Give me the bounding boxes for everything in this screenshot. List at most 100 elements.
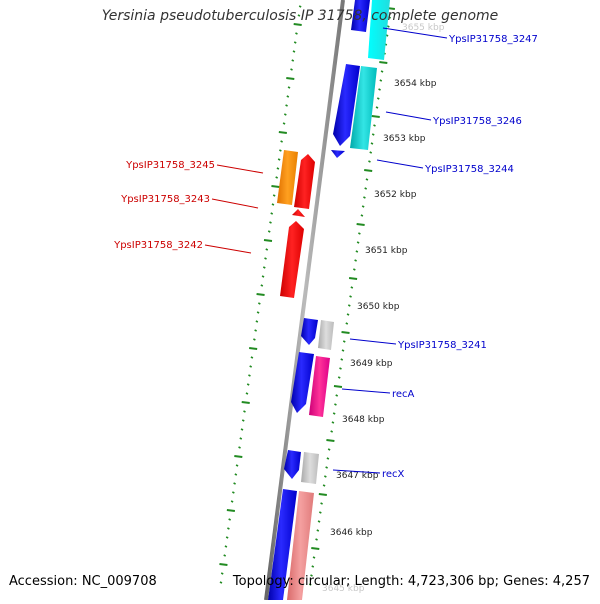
minor-tick: [376, 97, 380, 100]
minor-tick: [327, 448, 331, 451]
minor-tick: [255, 320, 259, 323]
genome-summary: Topology: circular; Length: 4,723,306 bp…: [232, 574, 590, 589]
tick-label: 3654 kbp: [394, 79, 437, 89]
minor-tick: [339, 367, 342, 370]
tick-label: 3655 kbp: [402, 23, 445, 33]
accession-label: Accession: NC_009708: [9, 574, 157, 589]
gene-3246-blue[interactable]: [333, 64, 360, 146]
minor-tick: [287, 86, 291, 89]
gene-reca-magenta[interactable]: [309, 356, 330, 417]
gene-3241-gray[interactable]: [318, 320, 334, 350]
gene-recx-blue[interactable]: [284, 450, 301, 479]
minor-tick: [316, 529, 320, 532]
major-tick: [333, 385, 343, 388]
gene-label[interactable]: YpsIP31758_3244: [424, 164, 514, 175]
minor-tick: [291, 59, 295, 62]
gene-3244-blue[interactable]: [331, 150, 345, 158]
major-tick: [364, 169, 373, 172]
major-tick: [278, 131, 287, 134]
tick-label: 3651 kbp: [365, 246, 408, 256]
minor-tick: [312, 556, 316, 559]
minor-tick: [326, 457, 330, 460]
gene-3245-orange[interactable]: [277, 150, 298, 205]
major-tick: [256, 293, 265, 296]
major-tick: [379, 61, 388, 64]
minor-tick: [331, 421, 335, 424]
major-tick: [293, 23, 302, 26]
minor-tick: [380, 70, 384, 73]
minor-tick: [358, 232, 361, 235]
gene-reca-blue[interactable]: [291, 352, 314, 413]
minor-tick: [235, 464, 239, 467]
minor-tick: [350, 286, 354, 289]
gene-3247-cyan[interactable]: [368, 0, 390, 60]
minor-tick: [388, 16, 391, 19]
gene-label[interactable]: YpsIP31758_3241: [397, 340, 487, 351]
outer-tick-dots: [219, 5, 302, 584]
minor-tick: [272, 194, 276, 197]
minor-tick: [365, 178, 369, 181]
minor-tick: [320, 502, 323, 505]
minus-gene-labels: YpsIP31758_3245 YpsIP31758_3243 YpsIP31758…: [113, 160, 264, 254]
minor-tick: [363, 196, 366, 199]
gene-3241-blue[interactable]: [301, 318, 318, 345]
minor-tick: [228, 518, 231, 521]
minor-tick: [322, 484, 326, 487]
major-tick: [249, 347, 258, 350]
gene-3240-salmon[interactable]: [287, 491, 314, 600]
minor-tick: [277, 158, 281, 161]
minor-tick: [240, 428, 244, 431]
gene-3247-blue[interactable]: [351, 0, 370, 32]
major-tick: [318, 493, 327, 496]
gene-recx-gray[interactable]: [301, 452, 319, 484]
gene-3246-cyan[interactable]: [350, 66, 377, 150]
minor-tick: [260, 284, 264, 287]
gene-label[interactable]: YpsIP31758_3243: [120, 194, 210, 205]
gene-label[interactable]: YpsIP31758_3245: [125, 160, 215, 171]
major-tick: [341, 331, 350, 334]
minor-tick: [245, 392, 249, 395]
minor-tick: [349, 295, 352, 298]
minor-tick: [337, 376, 341, 379]
gene-3245-red[interactable]: [294, 154, 315, 209]
gene-3240-blue[interactable]: [268, 489, 297, 600]
major-tick: [271, 185, 280, 188]
minor-tick: [286, 95, 290, 98]
gene-label[interactable]: YpsIP31758_3242: [113, 240, 203, 251]
minor-tick: [297, 14, 301, 17]
minor-tick: [248, 374, 251, 377]
major-tick: [311, 547, 320, 550]
minor-tick: [315, 538, 318, 541]
minor-tick: [238, 446, 241, 449]
label-leader: [341, 388, 391, 394]
label-leader: [382, 27, 448, 39]
minor-tick: [264, 257, 267, 260]
minor-tick: [332, 412, 336, 415]
minor-tick: [347, 304, 351, 307]
gene-3243-red[interactable]: [292, 209, 305, 217]
minor-tick: [345, 322, 349, 325]
minor-tick: [352, 268, 356, 271]
tick-label: 3645 kbp: [322, 584, 365, 594]
tick-label: 3650 kbp: [357, 302, 400, 312]
minor-tick: [267, 230, 271, 233]
minor-tick: [361, 205, 365, 208]
major-tick: [286, 77, 295, 80]
gene-label[interactable]: recX: [382, 469, 405, 480]
major-tick: [356, 223, 365, 226]
gene-label[interactable]: recA: [392, 389, 415, 400]
minor-tick: [279, 149, 282, 152]
gene-3242-red[interactable]: [280, 221, 304, 298]
gene-label[interactable]: YpsIP31758_3247: [448, 34, 538, 45]
major-tick: [234, 455, 243, 458]
minor-tick: [317, 520, 321, 523]
minor-tick: [369, 151, 373, 154]
minor-tick: [225, 536, 229, 539]
gene-label[interactable]: YpsIP31758_3246: [432, 116, 522, 127]
tick-label: 3648 kbp: [342, 415, 385, 425]
minor-tick: [298, 5, 302, 8]
minor-tick: [246, 383, 250, 386]
minor-tick: [370, 142, 374, 145]
